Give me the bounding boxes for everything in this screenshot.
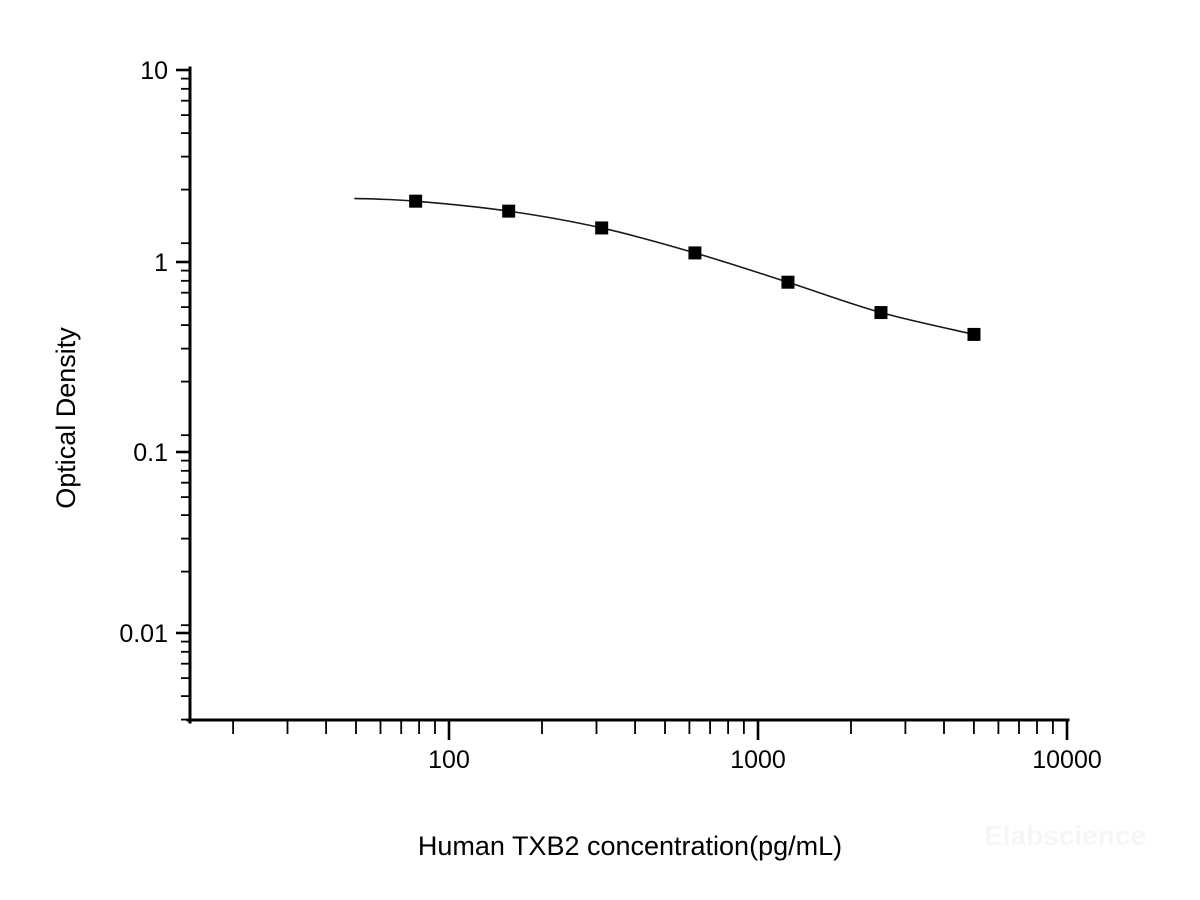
data-point [967, 327, 981, 341]
data-point [502, 204, 516, 218]
y-tick-label-0.01: 0.01 [119, 620, 168, 648]
x-tick-label-100: 100 [428, 746, 470, 774]
data-point [409, 194, 423, 208]
data-point [688, 246, 702, 260]
y-tick-label-0.1: 0.1 [133, 439, 168, 467]
y-tick-label-10: 10 [140, 57, 168, 85]
watermark-text: Elabscience [984, 820, 1146, 851]
data-point [874, 306, 888, 320]
axis-frame [186, 66, 1070, 724]
x-axis-ticks [232, 720, 1069, 740]
x-tick-label-1000: 1000 [730, 746, 786, 774]
x-tick-label-10000: 10000 [1032, 746, 1102, 774]
y-axis-ticks [176, 68, 190, 721]
x-axis-title: Human TXB2 concentration(pg/mL) [418, 831, 842, 861]
data-point [595, 221, 609, 235]
data-point [781, 275, 795, 289]
y-axis-title: Optical Density [51, 327, 81, 509]
y-tick-label-1: 1 [154, 249, 168, 277]
data-markers [409, 194, 981, 341]
